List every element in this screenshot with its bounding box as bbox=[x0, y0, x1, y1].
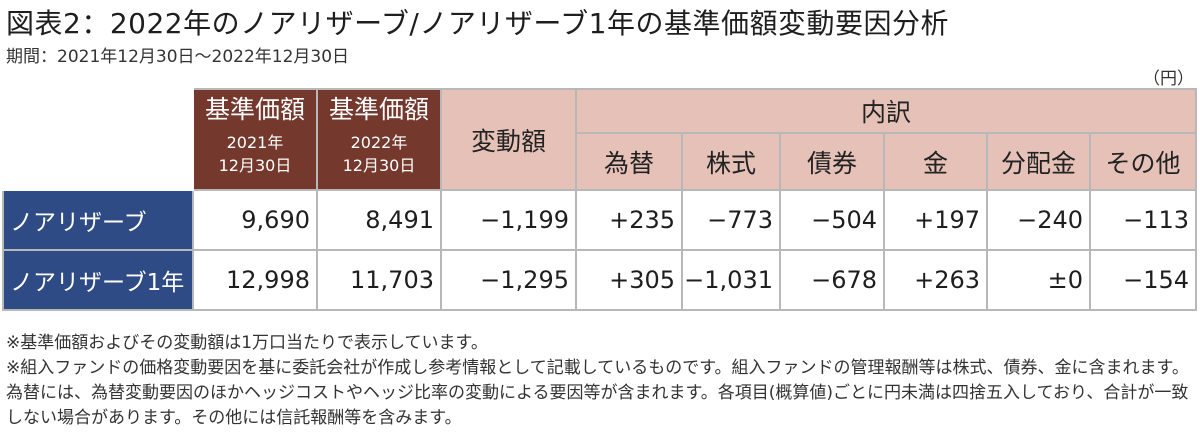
cell-nav2022: 11,703 bbox=[316, 249, 442, 311]
header-nav-2022-label: 基準価額 bbox=[328, 95, 429, 124]
table-row: ノアリザーブ 9,690 8,491 −1,199 +235 −773 −504… bbox=[2, 189, 1198, 251]
header-breakdown: 内訳 bbox=[574, 88, 1198, 134]
footnotes: ※基準価額およびその変動額は1万口当たりで表示しています。 ※組入ファンドの価格… bbox=[6, 331, 1196, 431]
unit-label: （円） bbox=[1143, 69, 1194, 89]
cell-nav2022: 8,491 bbox=[316, 189, 442, 251]
period-label: 期間：2021年12月30日～2022年12月30日 bbox=[6, 47, 350, 67]
header-nav-2021-label: 基準価額 bbox=[204, 95, 305, 124]
row-label-noa-reserve: ノアリザーブ bbox=[2, 189, 194, 251]
row-label-noa-reserve-1yr: ノアリザーブ1年 bbox=[2, 249, 194, 311]
header-fx: 為替 bbox=[575, 132, 683, 191]
header-gold: 金 bbox=[883, 132, 988, 191]
header-other: その他 bbox=[1088, 132, 1198, 191]
cell-nav2021: 9,690 bbox=[192, 189, 318, 251]
footnote-method: ※組入ファンドの価格変動要因を基に委託会社が作成し参考情報として記載しているもの… bbox=[6, 358, 1189, 428]
header-nav-2021: 基準価額 2021年 12月30日 bbox=[192, 88, 318, 191]
cell-gold: +197 bbox=[883, 189, 988, 251]
header-nav-2021-year: 2021年 bbox=[226, 133, 284, 152]
cell-distribution: −240 bbox=[986, 189, 1091, 251]
header-nav-2022: 基準価額 2022年 12月30日 bbox=[316, 88, 442, 191]
cell-bonds: −504 bbox=[779, 189, 885, 251]
cell-stocks: −1,031 bbox=[681, 249, 781, 311]
corner-cell bbox=[2, 88, 194, 191]
header-distribution: 分配金 bbox=[986, 132, 1091, 191]
cell-fx: +235 bbox=[575, 189, 683, 251]
header-nav-2021-date: 12月30日 bbox=[218, 156, 292, 175]
cell-gold: +263 bbox=[883, 249, 988, 311]
cell-distribution: ±0 bbox=[986, 249, 1091, 311]
header-change: 変動額 bbox=[440, 88, 577, 191]
cell-stocks: −773 bbox=[681, 189, 781, 251]
cell-fx: +305 bbox=[575, 249, 683, 311]
cell-change: −1,199 bbox=[440, 189, 577, 251]
cell-nav2021: 12,998 bbox=[192, 249, 318, 311]
header-nav-2022-date: 12月30日 bbox=[342, 156, 416, 175]
variance-table: 基準価額 2021年 12月30日 基準価額 2022年 12月30日 変動額 … bbox=[2, 88, 1198, 311]
header-stocks: 株式 bbox=[681, 132, 781, 191]
cell-change: −1,295 bbox=[440, 249, 577, 311]
cell-bonds: −678 bbox=[779, 249, 885, 311]
cell-other: −154 bbox=[1088, 249, 1198, 311]
table-row: ノアリザーブ1年 12,998 11,703 −1,295 +305 −1,03… bbox=[2, 249, 1198, 311]
footnote-unit: ※基準価額およびその変動額は1万口当たりで表示しています。 bbox=[6, 333, 488, 353]
page-title: 図表2：2022年のノアリザーブ/ノアリザーブ1年の基準価額変動要因分析 bbox=[6, 7, 949, 40]
header-bonds: 債券 bbox=[779, 132, 885, 191]
cell-other: −113 bbox=[1088, 189, 1198, 251]
header-nav-2022-year: 2022年 bbox=[350, 133, 408, 152]
